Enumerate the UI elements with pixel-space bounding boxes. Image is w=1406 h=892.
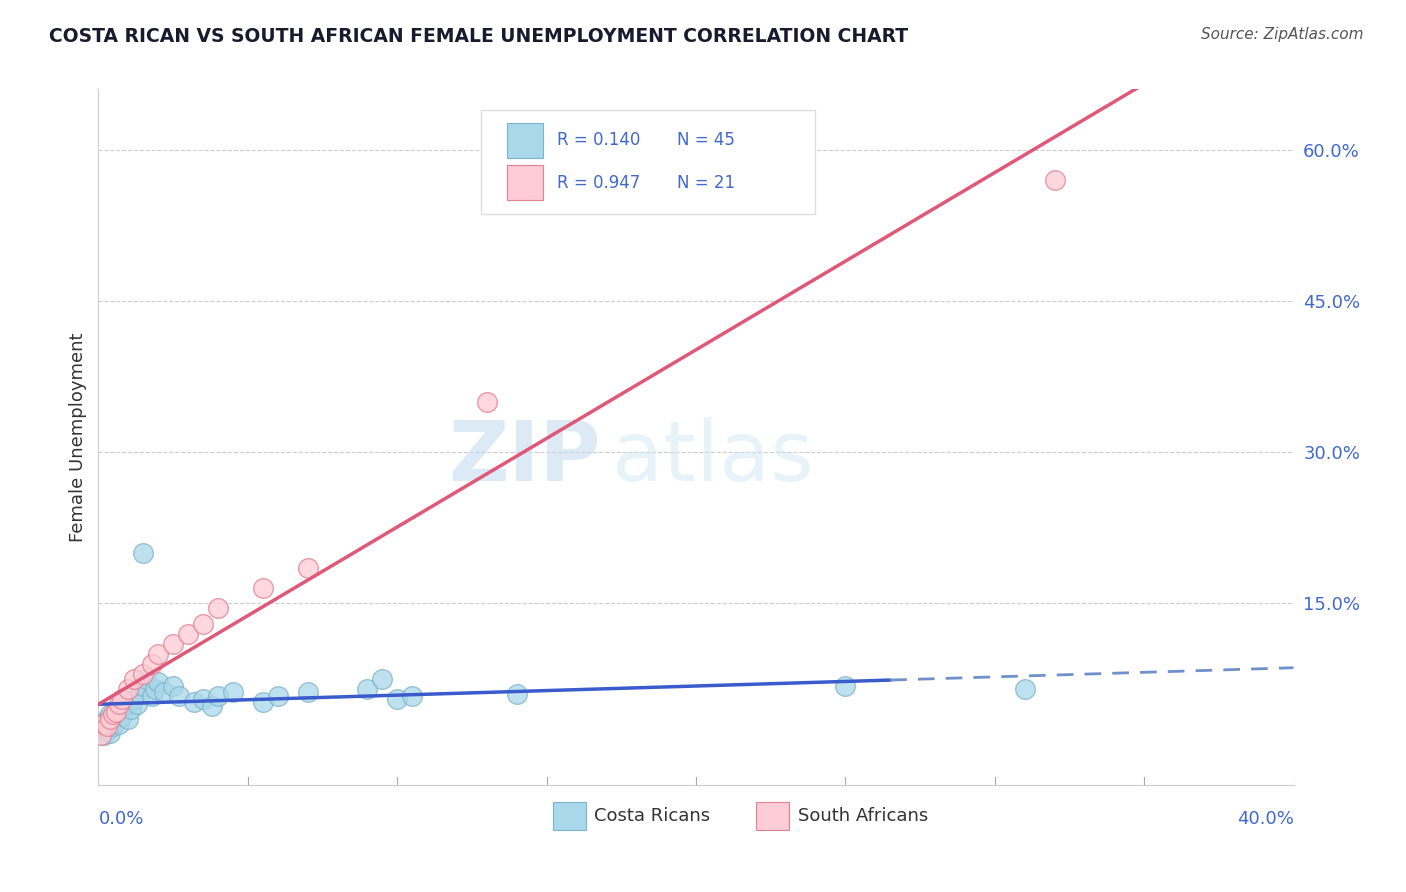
Point	[127, 698, 149, 712]
Point	[96, 719, 118, 733]
Point	[117, 713, 139, 727]
Point	[117, 698, 139, 712]
Text: South Africans: South Africans	[797, 807, 928, 825]
Point	[162, 637, 184, 651]
Point	[132, 679, 155, 693]
Point	[108, 698, 131, 712]
Point	[506, 687, 529, 701]
Point	[117, 682, 139, 697]
Point	[132, 546, 155, 560]
Point	[141, 657, 163, 671]
Text: N = 21: N = 21	[676, 174, 735, 192]
Text: R = 0.947: R = 0.947	[557, 174, 641, 192]
Point	[141, 690, 163, 704]
Point	[834, 679, 856, 693]
Point	[252, 695, 274, 709]
Point	[148, 675, 170, 690]
Point	[108, 717, 131, 731]
Text: Costa Ricans: Costa Ricans	[595, 807, 710, 825]
Point	[1043, 173, 1066, 187]
Point	[93, 717, 115, 731]
Point	[96, 713, 118, 727]
Point	[371, 672, 394, 686]
Point	[183, 695, 205, 709]
Point	[385, 692, 409, 706]
Point	[1014, 682, 1036, 697]
Point	[475, 394, 498, 409]
Point	[105, 715, 128, 730]
Text: N = 45: N = 45	[676, 131, 735, 149]
Text: Source: ZipAtlas.com: Source: ZipAtlas.com	[1201, 27, 1364, 42]
Point	[124, 692, 146, 706]
Point	[93, 727, 115, 741]
Text: ZIP: ZIP	[449, 417, 600, 499]
Point	[222, 685, 245, 699]
Point	[191, 692, 214, 706]
Point	[297, 561, 319, 575]
Point	[114, 699, 136, 714]
Point	[207, 690, 229, 704]
Point	[132, 667, 155, 681]
Point	[96, 723, 118, 737]
Point	[98, 713, 122, 727]
Text: COSTA RICAN VS SOUTH AFRICAN FEMALE UNEMPLOYMENT CORRELATION CHART: COSTA RICAN VS SOUTH AFRICAN FEMALE UNEM…	[49, 27, 908, 45]
Point	[135, 672, 157, 686]
Point	[105, 702, 128, 716]
Point	[252, 582, 274, 596]
Point	[90, 727, 112, 741]
Point	[148, 647, 170, 661]
Point	[105, 706, 128, 720]
Point	[108, 706, 131, 720]
Point	[98, 725, 122, 739]
Text: 0.0%: 0.0%	[98, 810, 143, 828]
Point	[297, 685, 319, 699]
Text: R = 0.140: R = 0.140	[557, 131, 641, 149]
Point	[124, 672, 146, 686]
Point	[267, 690, 290, 704]
FancyBboxPatch shape	[553, 803, 586, 830]
Point	[103, 719, 125, 733]
Point	[129, 687, 152, 701]
Point	[401, 690, 423, 704]
Point	[177, 626, 200, 640]
Point	[111, 692, 134, 706]
Point	[201, 699, 224, 714]
Text: atlas: atlas	[613, 417, 814, 499]
Point	[153, 685, 176, 699]
Point	[191, 616, 214, 631]
FancyBboxPatch shape	[508, 165, 543, 200]
Point	[98, 707, 122, 722]
Y-axis label: Female Unemployment: Female Unemployment	[69, 333, 87, 541]
Point	[162, 679, 184, 693]
Text: 40.0%: 40.0%	[1237, 810, 1294, 828]
FancyBboxPatch shape	[508, 123, 543, 158]
Point	[120, 702, 142, 716]
Point	[143, 682, 166, 697]
Point	[207, 601, 229, 615]
Point	[93, 717, 115, 731]
Point	[111, 709, 134, 723]
Point	[103, 709, 125, 723]
Point	[103, 707, 125, 722]
FancyBboxPatch shape	[756, 803, 789, 830]
Point	[167, 690, 190, 704]
Point	[90, 723, 112, 737]
FancyBboxPatch shape	[481, 110, 815, 214]
Point	[356, 682, 378, 697]
